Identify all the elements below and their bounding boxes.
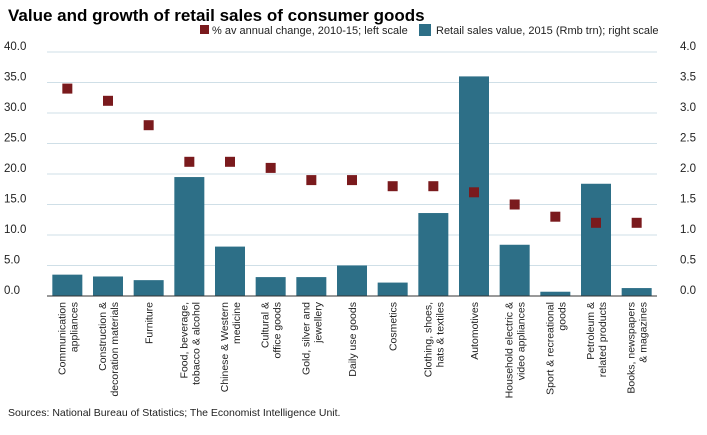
bar (255, 277, 286, 296)
left-tick-label: 20.0 (4, 163, 26, 175)
category-label: & magazines (638, 302, 650, 363)
category-label: Communication (56, 302, 68, 375)
category-label: Cosmetics (388, 302, 400, 351)
growth-point (306, 175, 317, 186)
category-labels: Communication appliances Construction & dec… (56, 301, 649, 398)
right-tick-label: 3.5 (680, 72, 696, 84)
category-label: medicine (231, 302, 243, 344)
right-tick-label: 0.5 (680, 255, 696, 267)
growth-point (225, 156, 235, 167)
left-tick-label: 5.0 (4, 255, 20, 267)
category-label: goods (556, 302, 568, 331)
category-label: Furniture (144, 302, 156, 344)
bar (540, 291, 571, 296)
bar (621, 288, 652, 296)
left-tick-label: 0.0 (4, 285, 20, 297)
source-note: Sources: National Bureau of Statistics; … (8, 407, 340, 419)
right-tick-label: 2.5 (680, 133, 696, 145)
left-tick-label: 15.0 (4, 194, 26, 206)
bar (52, 274, 83, 296)
bar (499, 244, 530, 296)
left-tick-label: 25.0 (4, 133, 26, 145)
growth-point (631, 217, 642, 228)
category-label: video appliances (516, 302, 528, 380)
category-label: Food, beverage, (178, 302, 190, 378)
category-label: tobacco & alcohol (190, 302, 202, 385)
growth-point (509, 199, 520, 210)
right-tick-label: 3.0 (680, 102, 696, 114)
bar (215, 246, 245, 296)
category-label: Automotives (469, 302, 481, 360)
bar (418, 213, 449, 296)
growth-point (591, 217, 601, 228)
right-tick-label: 4.0 (680, 41, 696, 53)
bar (133, 280, 164, 296)
category-label: appliances (68, 302, 80, 352)
growth-point (347, 175, 357, 186)
growth-point (469, 187, 479, 198)
category-label: Daily use goods (347, 302, 359, 377)
left-tick-label: 10.0 (4, 224, 26, 236)
legend: % av annual change, 2010-15; left scale … (200, 24, 659, 37)
bar (93, 276, 123, 296)
category-label: Construction & (97, 302, 109, 371)
right-tick-label: 1.5 (680, 194, 696, 206)
growth-point (550, 211, 561, 222)
left-tick-label: 40.0 (4, 41, 26, 53)
category-label: Sport & recreational (544, 302, 556, 395)
category-label: jewellery (312, 301, 324, 344)
category-label: Petroleum & (585, 302, 597, 360)
gridlines (47, 51, 657, 266)
right-axis-ticks: 0.0 0.5 1.0 1.5 2.0 2.5 3.0 3.5 4.0 (680, 41, 696, 297)
growth-point (62, 83, 73, 94)
bar (459, 76, 489, 297)
right-tick-label: 2.0 (680, 163, 696, 175)
bar-series (52, 76, 652, 297)
category-label: Books, newspapers (626, 302, 638, 394)
growth-point (265, 162, 276, 173)
right-tick-label: 1.0 (680, 224, 696, 236)
left-tick-label: 35.0 (4, 72, 26, 84)
legend-swatch-growth (200, 25, 209, 34)
right-tick-label: 0.0 (680, 285, 696, 297)
legend-swatch-sales (419, 24, 431, 36)
category-label: Gold, silver and (300, 302, 312, 375)
growth-point (103, 95, 113, 106)
category-label: related products (597, 302, 609, 377)
growth-point (184, 156, 195, 167)
category-label: Chinese & Western (219, 302, 231, 392)
growth-point (387, 181, 398, 192)
category-label: Cultural & (260, 302, 272, 348)
growth-point (428, 181, 439, 192)
legend-label-growth: % av annual change, 2010-15; left scale (212, 25, 408, 37)
category-label: decoration materials (109, 302, 121, 397)
category-label: office goods (272, 302, 284, 358)
left-tick-label: 30.0 (4, 102, 26, 114)
bar (581, 183, 611, 296)
growth-point (143, 120, 154, 131)
left-axis-ticks: 0.0 5.0 10.0 15.0 20.0 25.0 30.0 35.0 40.0 (4, 41, 26, 297)
category-label: hats & textiles (434, 302, 446, 367)
bar (296, 277, 327, 296)
bar (337, 265, 367, 296)
bar (174, 177, 205, 296)
category-label: Clothing, shoes, (422, 302, 434, 377)
legend-label-sales: Retail sales value, 2015 (Rmb trn); righ… (436, 25, 659, 37)
scatter-series (62, 83, 642, 228)
category-label: Household electric & (504, 302, 516, 398)
bar (377, 282, 408, 296)
chart-title: Value and growth of retail sales of cons… (8, 6, 425, 25)
